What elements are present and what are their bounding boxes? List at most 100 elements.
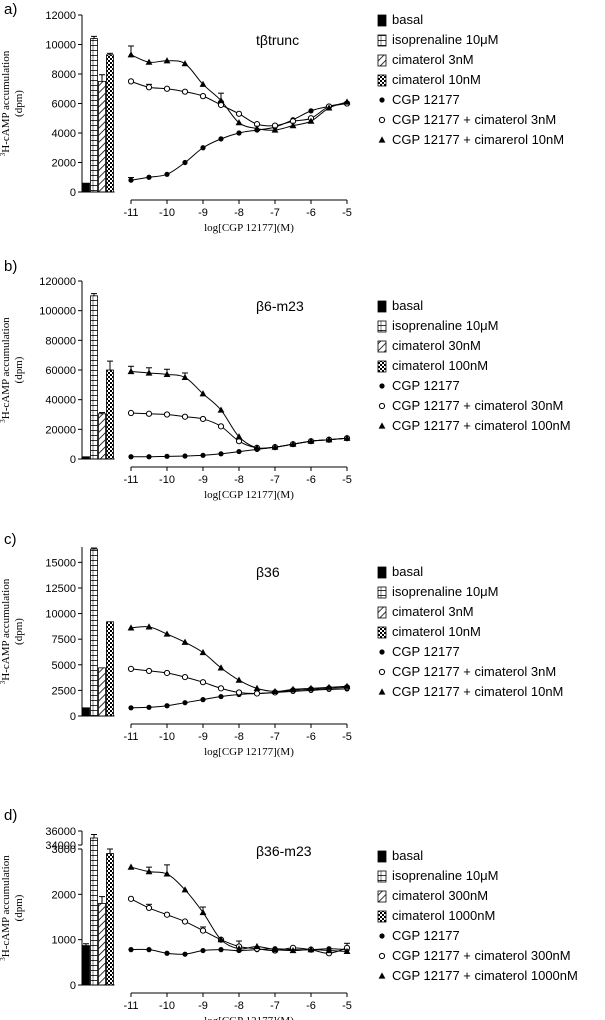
data-point [199,415,207,423]
data-point [217,406,225,413]
data-point [181,60,189,67]
legend-swatch [377,870,387,883]
x-tick-label: -5 [342,1000,352,1012]
data-point [199,390,207,397]
data-point [164,703,170,709]
legend-swatch [377,890,387,903]
chart-annotation: β36 [256,564,280,580]
data-point [307,437,315,444]
legend-marker [378,952,386,960]
data-point [199,908,207,916]
x-tick-label: -10 [159,1000,175,1012]
y-axis-label-text: H-cAMP accumulation [0,50,12,152]
legend-item: CGP 12177 + cimarerol 10nM [378,132,564,147]
data-point [127,665,135,672]
chart-panel-2: b) 3H-cAMP accumulation(dpm) 0 20000 40000 60… [0,258,571,501]
legend-label: CGP 12177 [392,378,460,393]
legend-item: cimaterol 1000nM [377,908,495,923]
data-point [163,669,171,677]
legend-swatch [377,626,387,639]
data-point [218,136,224,142]
data-point [163,370,171,378]
bar-3 [106,853,114,986]
y-tick-label: 34000 [45,840,76,852]
legend-swatch [377,606,387,619]
y-tick-label: 4000 [52,128,76,140]
data-point [145,369,153,376]
legend-item: CGP 12177 + cimaterol 3nM [378,664,556,679]
y-axis-label-sup: 3 [0,957,7,961]
y-tick-label: 12500 [45,583,76,595]
legend-marker [378,422,386,429]
x-tick-label: -9 [198,474,208,486]
legend-label: CGP 12177 + cimaterol 10nM [392,684,563,699]
legend-item: CGP 12177 [379,644,460,659]
x-tick-label: -5 [342,474,352,486]
legend-marker [378,402,386,410]
series-2 [127,863,351,955]
data-point [163,630,171,637]
y-tick-label: 12000 [45,10,76,22]
data-point [218,693,224,700]
data-point [271,443,279,450]
data-point [235,676,243,683]
panel-label: b) [4,258,17,275]
series-line-2 [130,866,348,952]
x-tick-label: -6 [306,731,316,743]
data-point [127,863,135,870]
data-point [236,448,242,455]
y-tick-label: 3000 [52,844,76,856]
data-point [343,682,351,689]
legend-marker [378,116,386,124]
y-tick-label: 6000 [52,99,76,111]
data-point [181,918,189,925]
series-2 [127,623,351,695]
legend-swatch [377,54,387,67]
y-tick-label: 2000 [52,158,76,170]
legend-label: cimaterol 1000nM [392,908,495,923]
data-point [307,946,315,953]
bar-1 [90,837,98,986]
legend-swatch [377,566,387,579]
data-point [182,159,188,166]
panel-label: c) [4,531,17,548]
bar-2 [98,903,106,986]
data-point [163,411,171,418]
y-axis-label: 3H-cAMP accumulation [0,855,12,961]
legend-marker [378,972,386,979]
legend-label: CGP 12177 + cimaterol 3nM [392,112,556,127]
data-point [235,689,243,696]
data-point [145,904,153,912]
x-tick-label: -9 [198,1000,208,1012]
bar-1 [90,38,98,193]
data-point [235,433,243,440]
data-point [127,367,135,375]
legend-swatch [377,300,387,313]
legend-marker [379,649,385,655]
bar-0 [82,945,90,986]
legend-item: basal [377,848,423,863]
panel-label: a) [4,1,17,18]
chart-annotation: β6-m23 [256,298,304,314]
y-tick-label: 80000 [45,335,76,347]
legend-item: CGP 12177 + cimaterol 30nM [378,398,563,413]
y-tick-label: 0 [70,454,76,466]
data-point [127,51,135,58]
legend-marker [379,383,385,389]
x-tick-label: -5 [342,207,352,219]
data-point [128,705,134,711]
y-tick-label: 0 [70,187,76,199]
data-point [325,683,333,690]
data-point [343,98,351,105]
y-axis-label: 3H-cAMP accumulation [0,317,12,423]
data-point [325,436,333,443]
y-tick-label: 0 [70,980,76,992]
x-tick-label: -11 [123,1000,138,1012]
y-tick-label: 100000 [39,306,76,318]
data-point [343,947,351,955]
legend-item: cimaterol 100nM [377,358,488,373]
legend-label: basal [392,848,423,863]
data-point [164,453,170,459]
panel-label: d) [4,807,17,824]
